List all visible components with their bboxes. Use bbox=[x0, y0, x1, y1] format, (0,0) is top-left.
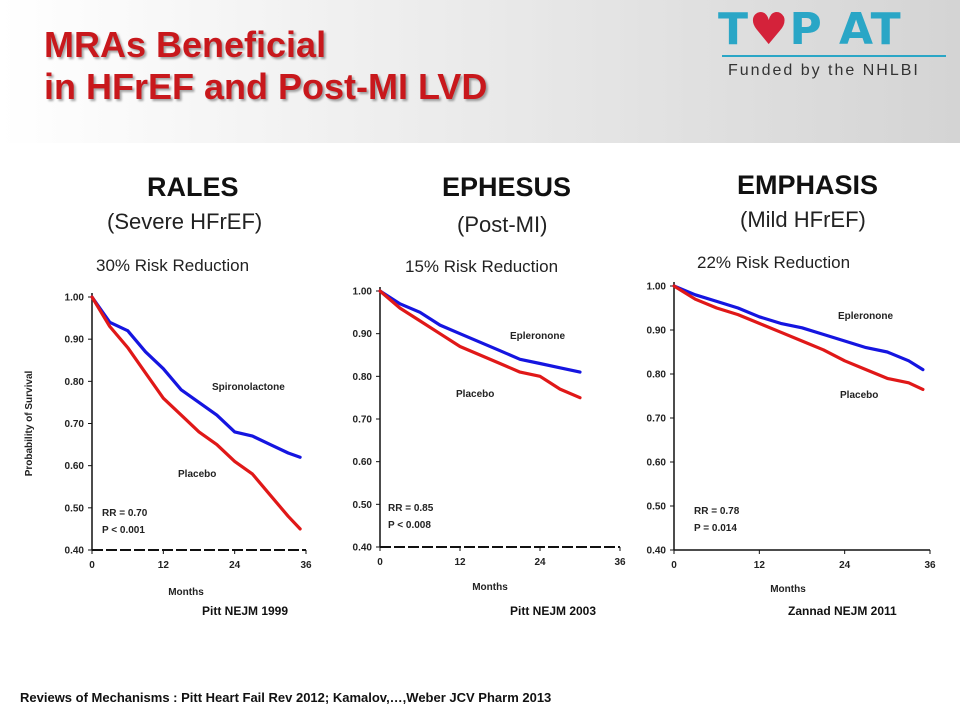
x-tick-label: 24 bbox=[229, 560, 241, 571]
y-tick-label: 0.50 bbox=[65, 503, 85, 514]
title-banner: MRAs Beneficial in HFrEF and Post-MI LVD… bbox=[0, 0, 960, 143]
series-label-placebo: Placebo bbox=[178, 469, 216, 480]
y-tick-label: 1.00 bbox=[65, 293, 85, 304]
x-tick-label: 0 bbox=[89, 560, 95, 571]
x-tick-label: 0 bbox=[671, 560, 677, 571]
series-line-placebo bbox=[378, 289, 582, 400]
risk-reduction-rales: 30% Risk Reduction bbox=[96, 256, 250, 275]
trial-population-emphasis: (Mild HFrEF) bbox=[740, 207, 866, 232]
y-tick-label: 0.60 bbox=[353, 457, 373, 468]
trial-name-emphasis: EMPHASIS bbox=[737, 170, 879, 200]
y-tick-label: 0.70 bbox=[65, 419, 85, 430]
series-label-placebo: Placebo bbox=[840, 390, 878, 401]
x-axis-label: Months bbox=[770, 584, 806, 595]
y-tick-label: 0.40 bbox=[353, 543, 373, 554]
y-tick-label: 0.60 bbox=[647, 458, 667, 469]
stat-annotation: RR = 0.78 bbox=[694, 506, 740, 517]
series-line-placebo bbox=[672, 284, 925, 392]
series-line-placebo bbox=[90, 295, 302, 531]
topcat-logo: T♥P AT Funded by the NHLBI bbox=[718, 4, 950, 90]
stat-annotation: RR = 0.70 bbox=[102, 508, 148, 519]
y-tick-label: 1.00 bbox=[647, 282, 667, 293]
trial-name-ephesus: EPHESUS bbox=[442, 172, 572, 202]
series-line-treatment bbox=[90, 295, 302, 459]
heart-icon: ♥ bbox=[749, 4, 790, 55]
y-tick-label: 0.50 bbox=[353, 500, 373, 511]
x-tick-label: 24 bbox=[534, 557, 546, 568]
y-tick-label: 0.40 bbox=[65, 546, 85, 557]
citation-rales: Pitt NEJM 1999 bbox=[202, 604, 289, 618]
slide-title: MRAs Beneficial in HFrEF and Post-MI LVD bbox=[44, 24, 487, 108]
x-tick-label: 0 bbox=[377, 557, 383, 568]
x-tick-label: 36 bbox=[924, 560, 936, 571]
y-tick-label: 0.90 bbox=[647, 326, 667, 337]
y-tick-label: 0.80 bbox=[353, 372, 373, 383]
y-tick-label: 0.80 bbox=[647, 370, 667, 381]
y-tick-label: 1.00 bbox=[353, 287, 373, 298]
trial-population-ephesus: (Post-MI) bbox=[457, 212, 548, 237]
x-tick-label: 12 bbox=[454, 557, 466, 568]
slide-title-line1: MRAs Beneficial bbox=[44, 24, 327, 65]
x-tick-label: 24 bbox=[839, 560, 851, 571]
emphasis-survival-chart: 0.40 0.50 0.60 0.70 0.80 0.90 1.00 0 12 24 36 Month… bbox=[647, 282, 936, 596]
y-tick-label: 0.40 bbox=[647, 546, 667, 557]
trial-name-rales: RALES bbox=[147, 172, 239, 202]
x-axis-label: Months bbox=[472, 582, 508, 593]
series-label-treatment: Spironolactone bbox=[212, 382, 285, 393]
trial-population-rales: (Severe HFrEF) bbox=[107, 209, 263, 234]
citation-ephesus: Pitt NEJM 2003 bbox=[510, 604, 597, 618]
logo-divider bbox=[722, 55, 946, 57]
series-line-treatment bbox=[672, 284, 925, 372]
series-label-treatment: Epleronone bbox=[838, 311, 893, 322]
x-tick-label: 12 bbox=[158, 560, 170, 571]
risk-reduction-ephesus: 15% Risk Reduction bbox=[405, 257, 559, 276]
stat-annotation: P < 0.001 bbox=[102, 525, 145, 536]
logo-subtitle: Funded by the NHLBI bbox=[728, 62, 920, 79]
footer-references: Reviews of Mechanisms : Pitt Heart Fail … bbox=[20, 690, 552, 705]
x-axis-label: Months bbox=[168, 587, 204, 598]
x-tick-label: 36 bbox=[614, 557, 626, 568]
x-tick-label: 36 bbox=[300, 560, 312, 571]
y-tick-label: 0.90 bbox=[65, 335, 85, 346]
y-tick-label: 0.90 bbox=[353, 329, 373, 340]
risk-reduction-emphasis: 22% Risk Reduction bbox=[697, 253, 851, 272]
rales-survival-chart: 0.40 0.50 0.60 0.70 0.80 0.90 1.00 0 12 24 36 Month… bbox=[24, 293, 312, 599]
stat-annotation: P = 0.014 bbox=[694, 523, 737, 534]
citation-emphasis: Zannad NEJM 2011 bbox=[788, 604, 897, 618]
x-tick-label: 12 bbox=[754, 560, 766, 571]
stat-annotation: RR = 0.85 bbox=[388, 503, 434, 514]
series-line-treatment bbox=[378, 289, 582, 374]
y-tick-label: 0.70 bbox=[647, 414, 667, 425]
series-label-placebo: Placebo bbox=[456, 389, 494, 400]
slide-title-line2: in HFrEF and Post-MI LVD bbox=[44, 66, 488, 107]
y-tick-label: 0.50 bbox=[647, 502, 667, 513]
y-axis-label: Probability of Survival bbox=[24, 370, 35, 476]
y-tick-label: 0.80 bbox=[65, 377, 85, 388]
series-label-treatment: Epleronone bbox=[510, 331, 565, 342]
y-tick-label: 0.70 bbox=[353, 415, 373, 426]
stat-annotation: P < 0.008 bbox=[388, 520, 431, 531]
ephesus-survival-chart: 0.40 0.50 0.60 0.70 0.80 0.90 1.00 0 12 24 36 Month… bbox=[353, 287, 626, 594]
y-tick-label: 0.60 bbox=[65, 461, 85, 472]
logo-wordmark: T♥P AT bbox=[718, 4, 902, 55]
